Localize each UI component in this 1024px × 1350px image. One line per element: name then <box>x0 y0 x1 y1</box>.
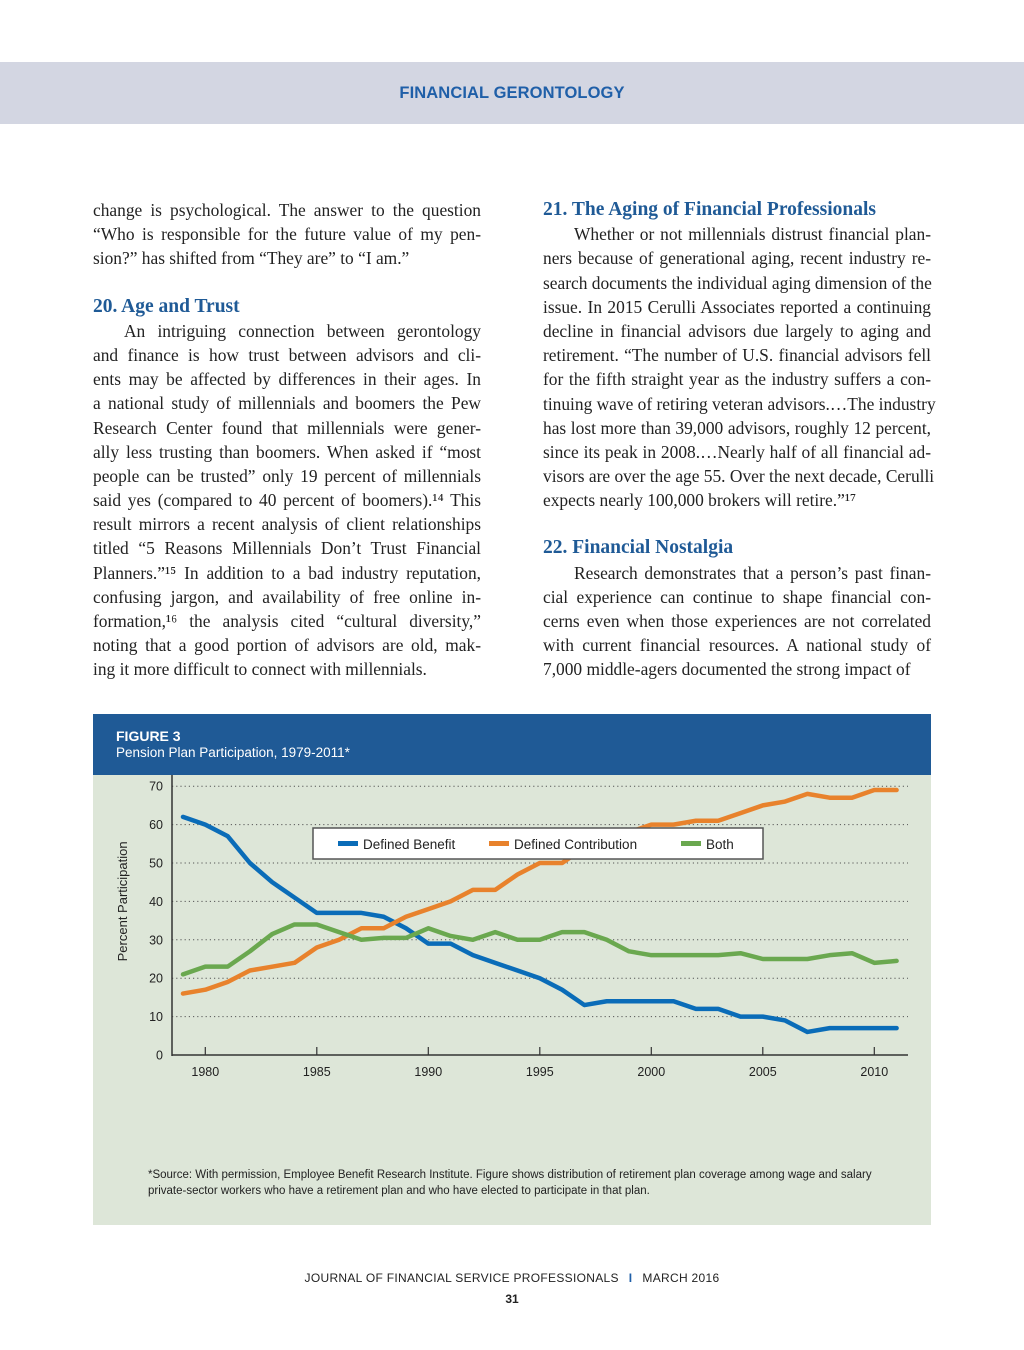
text-line: and finance is how trust between advisor… <box>93 344 481 365</box>
x-tick-label: 1980 <box>191 1065 219 1079</box>
text-line: Whether or not millennials distrust fina… <box>574 224 931 245</box>
text-line: Research Center found that millennials w… <box>93 417 481 438</box>
figure-header: FIGURE 3 Pension Plan Participation, 197… <box>93 714 931 775</box>
section-21-heading: 21. The Aging of Financial Professionals <box>543 199 876 220</box>
text-line: ally less trusting than boomers. When as… <box>93 441 481 462</box>
right-column: 21. The Aging of Financial Professionals… <box>543 198 936 682</box>
header-band <box>0 62 1024 124</box>
y-tick-label: 40 <box>149 895 163 909</box>
y-tick-label: 20 <box>149 972 163 986</box>
text-line: change is psychological. The answer to t… <box>93 200 481 220</box>
x-tick-label: 2005 <box>749 1065 777 1079</box>
section-20-heading: 20. Age and Trust <box>93 295 240 317</box>
figure-source-note: *Source: With permission, Employee Benef… <box>148 1169 872 1197</box>
y-tick-label: 0 <box>156 1049 163 1063</box>
text-line: confusing jargon, and availability of fr… <box>93 586 481 607</box>
text-line: visors are over the age 55. Over the nex… <box>543 466 935 487</box>
x-tick-label: 1995 <box>526 1065 554 1079</box>
footer: JOURNAL OF FINANCIAL SERVICE PROFESSIONA… <box>0 1271 1024 1285</box>
x-tick-label: 2000 <box>637 1065 665 1079</box>
figure-title: Pension Plan Participation, 1979-2011* <box>116 745 350 760</box>
text-line: cerns even when those experiences are no… <box>543 611 931 631</box>
running-header-title: FINANCIAL GERONTOLOGY <box>399 84 625 102</box>
legend-swatch <box>489 841 509 846</box>
text-line: “Who is responsible for the future value… <box>93 224 481 245</box>
x-tick-label: 2010 <box>860 1065 888 1079</box>
text-line: for the fifth straight year as the indus… <box>543 369 931 390</box>
text-line: decline in financial advisors due largel… <box>543 320 931 341</box>
footer-separator: I <box>628 1271 633 1285</box>
section-22-body: Research demonstrates that a person’s pa… <box>543 561 931 682</box>
text-line: people can be trusted” only 19 percent o… <box>93 465 481 486</box>
x-tick-label: 1990 <box>414 1065 442 1079</box>
series-line-defined-benefit <box>180 814 899 1035</box>
figure-label: FIGURE 3 <box>116 728 181 744</box>
legend-label: Defined Benefit <box>363 837 456 852</box>
intro-paragraph: change is psychological. The answer to t… <box>93 198 481 271</box>
section-21-body: Whether or not millennials distrust fina… <box>543 222 936 512</box>
text-line: since its peak in 2008.…Nearly half of a… <box>543 441 931 462</box>
y-tick-label: 70 <box>149 780 163 794</box>
y-tick-label: 50 <box>149 857 163 871</box>
text-line: Research demonstrates that a person’s pa… <box>574 562 931 583</box>
text-line: ing it more difficult to connect with mi… <box>93 659 427 680</box>
issue-date: MARCH 2016 <box>642 1271 720 1285</box>
text-line: a national study of millennials and boom… <box>93 393 481 414</box>
legend-swatch <box>681 841 701 846</box>
text-line: sion?” has shifted from “They are” to “I… <box>93 248 410 269</box>
text-line: issue. In 2015 Cerulli Associates report… <box>543 296 931 317</box>
text-line: tinuing wave of retiring veteran advisor… <box>543 393 936 414</box>
section-20-body: An intriguing connection between geronto… <box>93 319 481 682</box>
legend-label: Both <box>706 837 734 852</box>
text-line: ents may be affected by differences in t… <box>93 369 481 390</box>
text-line: with current financial resources. A nati… <box>543 635 931 656</box>
text-line: expects nearly 100,000 brokers will reti… <box>543 490 857 511</box>
text-line: has lost more than 39,000 advisors, roug… <box>543 417 931 438</box>
x-tick-label: 1985 <box>303 1065 331 1079</box>
legend-swatch <box>338 841 358 846</box>
text-line: Planners.”¹⁵ In addition to a bad indust… <box>93 562 481 583</box>
pension-chart: 0102030405060708019801985199019952000200… <box>115 775 908 1079</box>
text-line: search documents the individual aging di… <box>543 272 932 293</box>
text-line: said yes (compared to 40 percent of boom… <box>93 490 481 511</box>
text-line: formation,¹⁶ the analysis cited “cultura… <box>93 611 481 631</box>
text-line: cial experience can continue to shape fi… <box>543 586 931 607</box>
series-line-both <box>180 922 899 977</box>
text-line: retirement. “The number of U.S. financia… <box>543 345 931 366</box>
series-line-defined-contribution <box>180 787 899 996</box>
legend-label: Defined Contribution <box>514 837 637 852</box>
text-line: titled “5 Reasons Millennials Don’t Trus… <box>93 538 481 559</box>
journal-name: JOURNAL OF FINANCIAL SERVICE PROFESSIONA… <box>304 1271 619 1285</box>
text-line: ners because of generational aging, rece… <box>543 248 931 269</box>
left-column: change is psychological. The answer to t… <box>93 198 481 682</box>
y-axis-title: Percent Participation <box>115 841 130 961</box>
y-tick-label: 60 <box>149 818 163 832</box>
text-line: noting that a good portion of advisors a… <box>93 635 481 656</box>
figure-3: FIGURE 3 Pension Plan Participation, 197… <box>93 714 931 1225</box>
y-tick-label: 10 <box>149 1010 163 1024</box>
section-22-heading: 22. Financial Nostalgia <box>543 537 734 559</box>
text-line: result mirrors a recent analysis of clie… <box>93 514 481 535</box>
text-line: 7,000 middle-agers documented the strong… <box>543 659 911 680</box>
y-tick-label: 30 <box>149 933 163 947</box>
text-line: An intriguing connection between geronto… <box>124 320 481 341</box>
page-number: 31 <box>505 1292 519 1306</box>
